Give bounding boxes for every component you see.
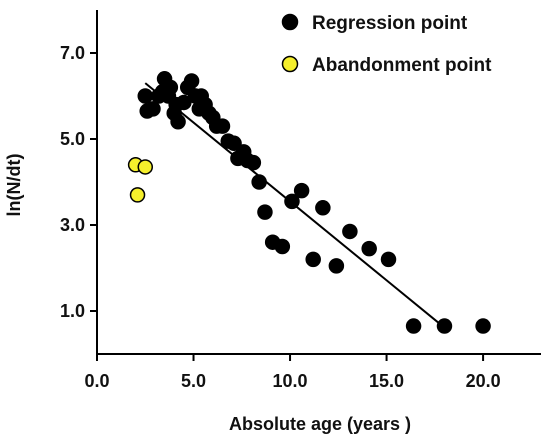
regression-point — [274, 238, 291, 255]
regression-point — [475, 318, 491, 334]
y-tick-label: 5.0 — [60, 129, 85, 149]
regression-point — [245, 154, 262, 171]
y-axis-label: ln(N/dt) — [4, 154, 24, 217]
regression-point — [305, 251, 321, 268]
legend-marker — [281, 13, 299, 31]
regression-point — [328, 258, 345, 274]
x-tick-label: 0.0 — [84, 371, 109, 391]
abandonment-point — [137, 159, 154, 175]
regression-point — [137, 88, 154, 104]
abandonment-point — [129, 187, 146, 203]
regression-point — [361, 240, 377, 257]
regression-point — [293, 182, 310, 199]
regression-point — [284, 193, 300, 210]
legend-marker — [281, 55, 299, 73]
regression-point — [145, 101, 161, 117]
axis-ticks: 0.0 5.0 10.0 15.0 20.0 1.0 3.0 5.0 7.0 — [60, 43, 501, 391]
regression-point — [315, 200, 331, 216]
x-tick-label: 10.0 — [273, 371, 308, 391]
regression-point — [405, 318, 422, 334]
y-tick-label: 1.0 — [60, 301, 85, 321]
regression-point — [380, 251, 397, 268]
x-tick-label: 20.0 — [466, 371, 501, 391]
axes — [96, 10, 541, 355]
regression-point — [170, 114, 186, 130]
regression-point — [183, 73, 200, 89]
legend-label: Abandonment point — [312, 55, 492, 76]
legend: Regression point Abandonment point — [281, 13, 492, 76]
regression-point — [214, 118, 231, 134]
legend-label: Regression point — [312, 13, 468, 34]
regression-point — [251, 174, 267, 190]
regression-point — [257, 204, 273, 220]
regression-point — [436, 318, 453, 334]
y-tick-label: 7.0 — [60, 43, 85, 63]
x-axis-label: Absolute age (years ) — [229, 414, 411, 434]
x-tick-label: 5.0 — [181, 371, 206, 391]
regression-point — [226, 135, 242, 152]
regression-point — [342, 223, 358, 240]
regression-point — [176, 94, 192, 111]
regression-point — [162, 79, 179, 96]
data-points — [127, 71, 491, 334]
x-tick-label: 15.0 — [369, 371, 404, 391]
y-tick-label: 3.0 — [60, 215, 85, 235]
